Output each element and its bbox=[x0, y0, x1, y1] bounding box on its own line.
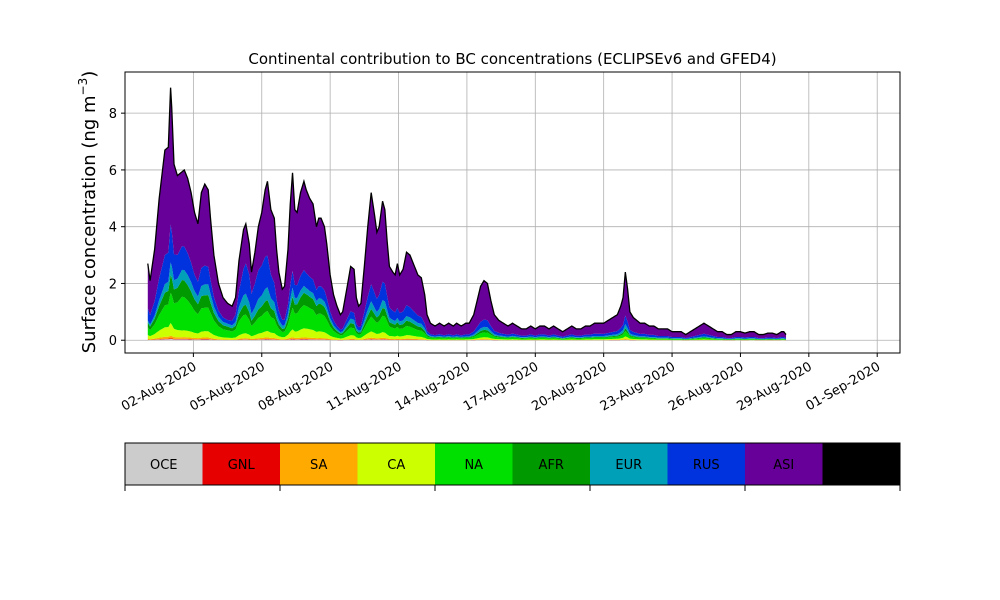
total-line bbox=[147, 87, 787, 336]
stacked-areas bbox=[147, 87, 787, 341]
legend-label-sa: SA bbox=[310, 458, 327, 473]
legend-swatch-afr bbox=[512, 443, 590, 485]
legend-swatch-eur bbox=[590, 443, 668, 485]
legend-swatch-sa bbox=[280, 443, 358, 485]
legend-swatch-rus bbox=[667, 443, 745, 485]
area-oce bbox=[147, 338, 787, 341]
legend-swatch-oce bbox=[125, 443, 203, 485]
legend-label-asi: ASI bbox=[773, 458, 794, 473]
legend-swatch-ca bbox=[357, 443, 435, 485]
y-axis-ticks: 0 2 4 6 8 bbox=[109, 107, 125, 349]
legend-label-eur: EUR bbox=[615, 458, 642, 473]
y-tick-label: 0 bbox=[109, 334, 117, 349]
legend-label-na: NA bbox=[464, 458, 483, 473]
chart-title: Continental contribution to BC concentra… bbox=[248, 50, 776, 68]
y-tick-label: 2 bbox=[109, 277, 117, 292]
y-tick-label: 8 bbox=[109, 107, 117, 122]
area-ca bbox=[147, 323, 787, 341]
color-legend-bar: OCE GNL SA CA NA AFR EUR RUS ASI AUS bbox=[124, 442, 901, 491]
y-axis-label: Surface concentration (ng m−3) bbox=[76, 71, 100, 354]
y-tick-label: 6 bbox=[109, 164, 117, 179]
legend-frame bbox=[124, 442, 901, 486]
total-line-group bbox=[147, 87, 787, 336]
legend-label-gnl: GNL bbox=[228, 458, 256, 473]
legend-swatch-aus bbox=[822, 443, 900, 485]
area-na bbox=[147, 292, 787, 340]
legend-label-rus: RUS bbox=[693, 458, 720, 473]
legend-label-aus: AUS bbox=[848, 458, 875, 473]
plot-frame bbox=[124, 71, 901, 354]
legend-label-oce: OCE bbox=[150, 458, 178, 473]
legend-swatch-asi bbox=[745, 443, 823, 485]
legend-swatch-gnl bbox=[202, 443, 280, 485]
legend-label-ca: CA bbox=[387, 458, 405, 473]
legend-swatch-na bbox=[435, 443, 513, 485]
legend-label-afr: AFR bbox=[539, 458, 564, 473]
y-tick-label: 4 bbox=[109, 221, 117, 236]
grid bbox=[125, 72, 900, 353]
